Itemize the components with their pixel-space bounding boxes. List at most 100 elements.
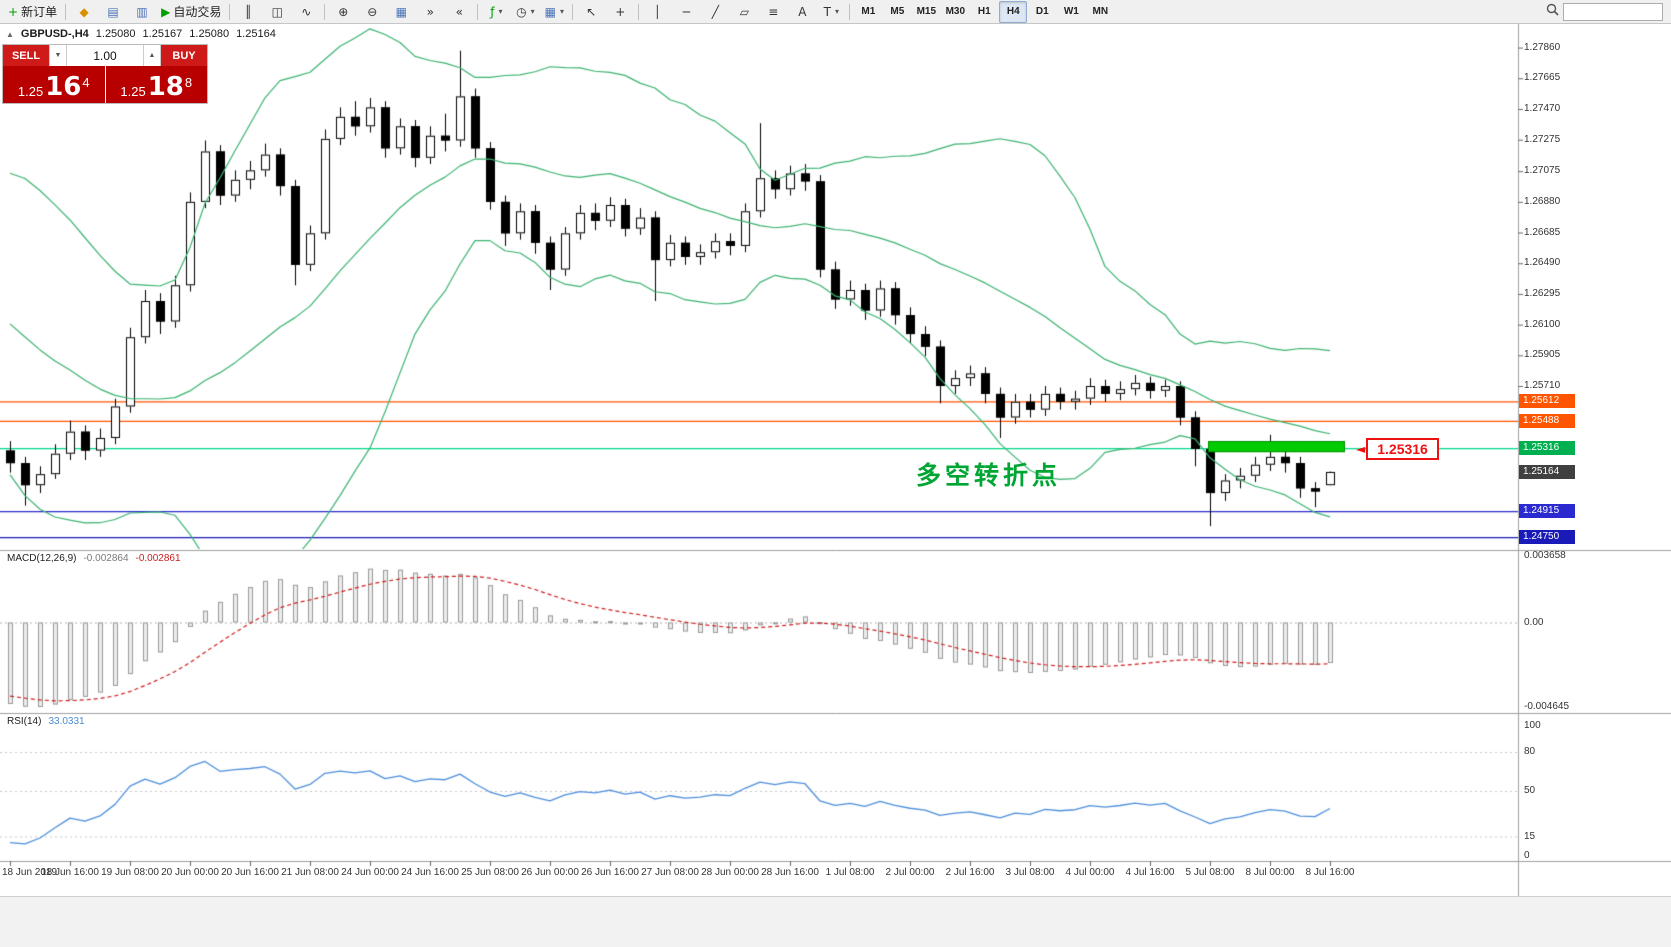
rsi-indicator-label: RSI(14) 33.0331 [7,716,85,727]
tf-d1-button[interactable]: D1 [1028,1,1056,23]
time-axis-label: 28 Jun 00:00 [701,867,759,878]
templates-button[interactable]: ▦ ▾ [540,1,568,23]
buy-price-button[interactable]: 1.25 18 8 [105,66,207,103]
horizontal-line-button[interactable]: ─ [672,1,700,23]
fibonacci-button[interactable]: ≡ [759,1,787,23]
sell-header-button[interactable]: SELL [3,45,49,66]
new-order-button[interactable]: + 新订单 [4,1,61,23]
tf-w1-button[interactable]: W1 [1057,1,1085,23]
tf-h4-button[interactable]: H4 [999,0,1028,23]
data-window-button[interactable]: ▤ [99,1,127,23]
tile-windows-icon: ▦ [395,4,407,19]
time-axis-label: 18 Jun 2019 [2,867,58,878]
chevron-down-icon: ▾ [530,7,535,16]
chart-symbol-label: GBPUSD-,H4 [20,28,89,40]
chevron-down-icon: ▾ [834,7,839,16]
toolbar-separator [638,3,640,20]
macd-indicator-label: MACD(12,26,9) -0.002864 -0.002861 [7,553,181,564]
toolbar-separator [477,3,479,20]
volume-up-button[interactable]: ▲ [143,45,161,66]
price-chart-canvas[interactable] [0,24,1671,946]
trendline-icon: ╱ [711,4,719,19]
arrows-tool-button[interactable]: T ▾ [817,1,845,23]
time-axis-label: 24 Jun 16:00 [401,867,459,878]
time-axis-label: 25 Jun 08:00 [461,867,519,878]
one-click-trading-panel: SELL ▼ ▲ BUY 1.25 16 4 1.25 18 8 [2,44,208,104]
tf-m30-button[interactable]: M30 [941,1,969,23]
cursor-icon: ↖ [586,4,597,19]
chart-annotation-text[interactable]: 多空转折点 [916,462,1062,490]
price-axis-label: 1.25710 [1524,380,1561,392]
ohlc-open: 1.25080 [95,28,136,40]
new-order-icon: + [8,4,19,19]
buy-header-button[interactable]: BUY [161,45,207,66]
hline-price-badge: 1.25612 [1519,394,1575,409]
zoom-out-button[interactable]: ⊖ [358,1,386,23]
price-axis-label: 1.26685 [1524,226,1561,238]
time-axis-label: 19 Jun 08:00 [101,867,159,878]
rsi-axis-label: 50 [1524,785,1536,796]
current-price-badge: 1.25164 [1519,464,1575,479]
macd-axis-label: 0.003658 [1524,550,1566,561]
auto-scroll-button[interactable]: » [416,1,444,23]
volume-input[interactable] [67,45,143,66]
tf-h1-button[interactable]: H1 [970,1,998,23]
rsi-axis-label: 15 [1524,830,1536,842]
horizontal-line-icon: ─ [682,4,690,19]
time-axis-label: 5 Jul 08:00 [1185,867,1235,878]
crosshair-button[interactable]: + [606,1,634,23]
chevron-down-icon: ▾ [498,7,503,16]
time-axis-label: 28 Jun 16:00 [761,867,819,878]
vertical-line-button[interactable]: │ [643,1,671,23]
time-axis-label: 8 Jul 00:00 [1245,867,1295,878]
market-watch-button[interactable]: ◆ [70,1,98,23]
toolbar-separator [229,3,231,20]
time-axis-label: 26 Jun 16:00 [581,867,639,878]
auto-trading-button[interactable]: ▶ 自动交易 [157,1,225,23]
auto-trading-label: 自动交易 [173,5,222,19]
periods-button[interactable]: ◷ ▾ [511,1,539,23]
price-axis-label: 1.27075 [1524,165,1561,177]
toolbar-separator [849,3,851,20]
candlestick-mode-button[interactable]: ◫ [263,1,291,23]
tf-m15-button[interactable]: M15 [912,1,940,23]
tf-mn-label: MN [1092,6,1109,17]
cursor-button[interactable]: ↖ [577,1,605,23]
time-axis-label: 1 Jul 08:00 [825,867,875,878]
price-axis-label: 1.27860 [1524,41,1561,53]
sell-price-button[interactable]: 1.25 16 4 [3,66,105,103]
channel-button[interactable]: ▱ [730,1,758,23]
search-input[interactable] [1563,2,1663,21]
navigator-icon: ▥ [136,4,148,19]
tf-m1-button[interactable]: M1 [854,1,882,23]
bar-chart-mode-icon: ║ [244,4,252,19]
market-watch-icon: ◆ [79,4,89,19]
hline-price-badge: 1.25488 [1519,413,1575,428]
chart-shift-button[interactable]: « [445,1,473,23]
trendline-button[interactable]: ╱ [701,1,729,23]
tf-h4-label: H4 [1006,6,1020,17]
text-tool-icon: A [798,4,807,19]
indicators-button[interactable]: ƒ ▾ [482,1,510,23]
tile-windows-button[interactable]: ▦ [387,1,415,23]
buy-price-pips: 18 [147,72,184,102]
window-bottom-strip [0,896,1671,947]
text-tool-button[interactable]: A [788,1,816,23]
tf-mn-button[interactable]: MN [1086,1,1114,23]
macd-axis-label: 0.00 [1524,616,1544,628]
volume-down-button[interactable]: ▼ [49,45,67,66]
line-chart-mode-button[interactable]: ∿ [292,1,320,23]
price-callout[interactable]: ◄ 1.25316 [1356,438,1439,460]
search-icon [1546,3,1559,21]
toolbar-separator [65,3,67,20]
rsi-axis-label: 100 [1524,720,1541,731]
navigator-button[interactable]: ▥ [128,1,156,23]
tf-m5-button[interactable]: M5 [883,1,911,23]
macd-value-main: -0.002864 [83,553,129,564]
callout-price-label: 1.25316 [1366,438,1439,460]
bar-chart-mode-button[interactable]: ║ [234,1,262,23]
ohlc-close: 1.25164 [236,28,276,40]
zoom-in-button[interactable]: ⊕ [329,1,357,23]
tf-w1-label: W1 [1063,6,1079,17]
time-axis-label: 3 Jul 08:00 [1005,867,1055,878]
